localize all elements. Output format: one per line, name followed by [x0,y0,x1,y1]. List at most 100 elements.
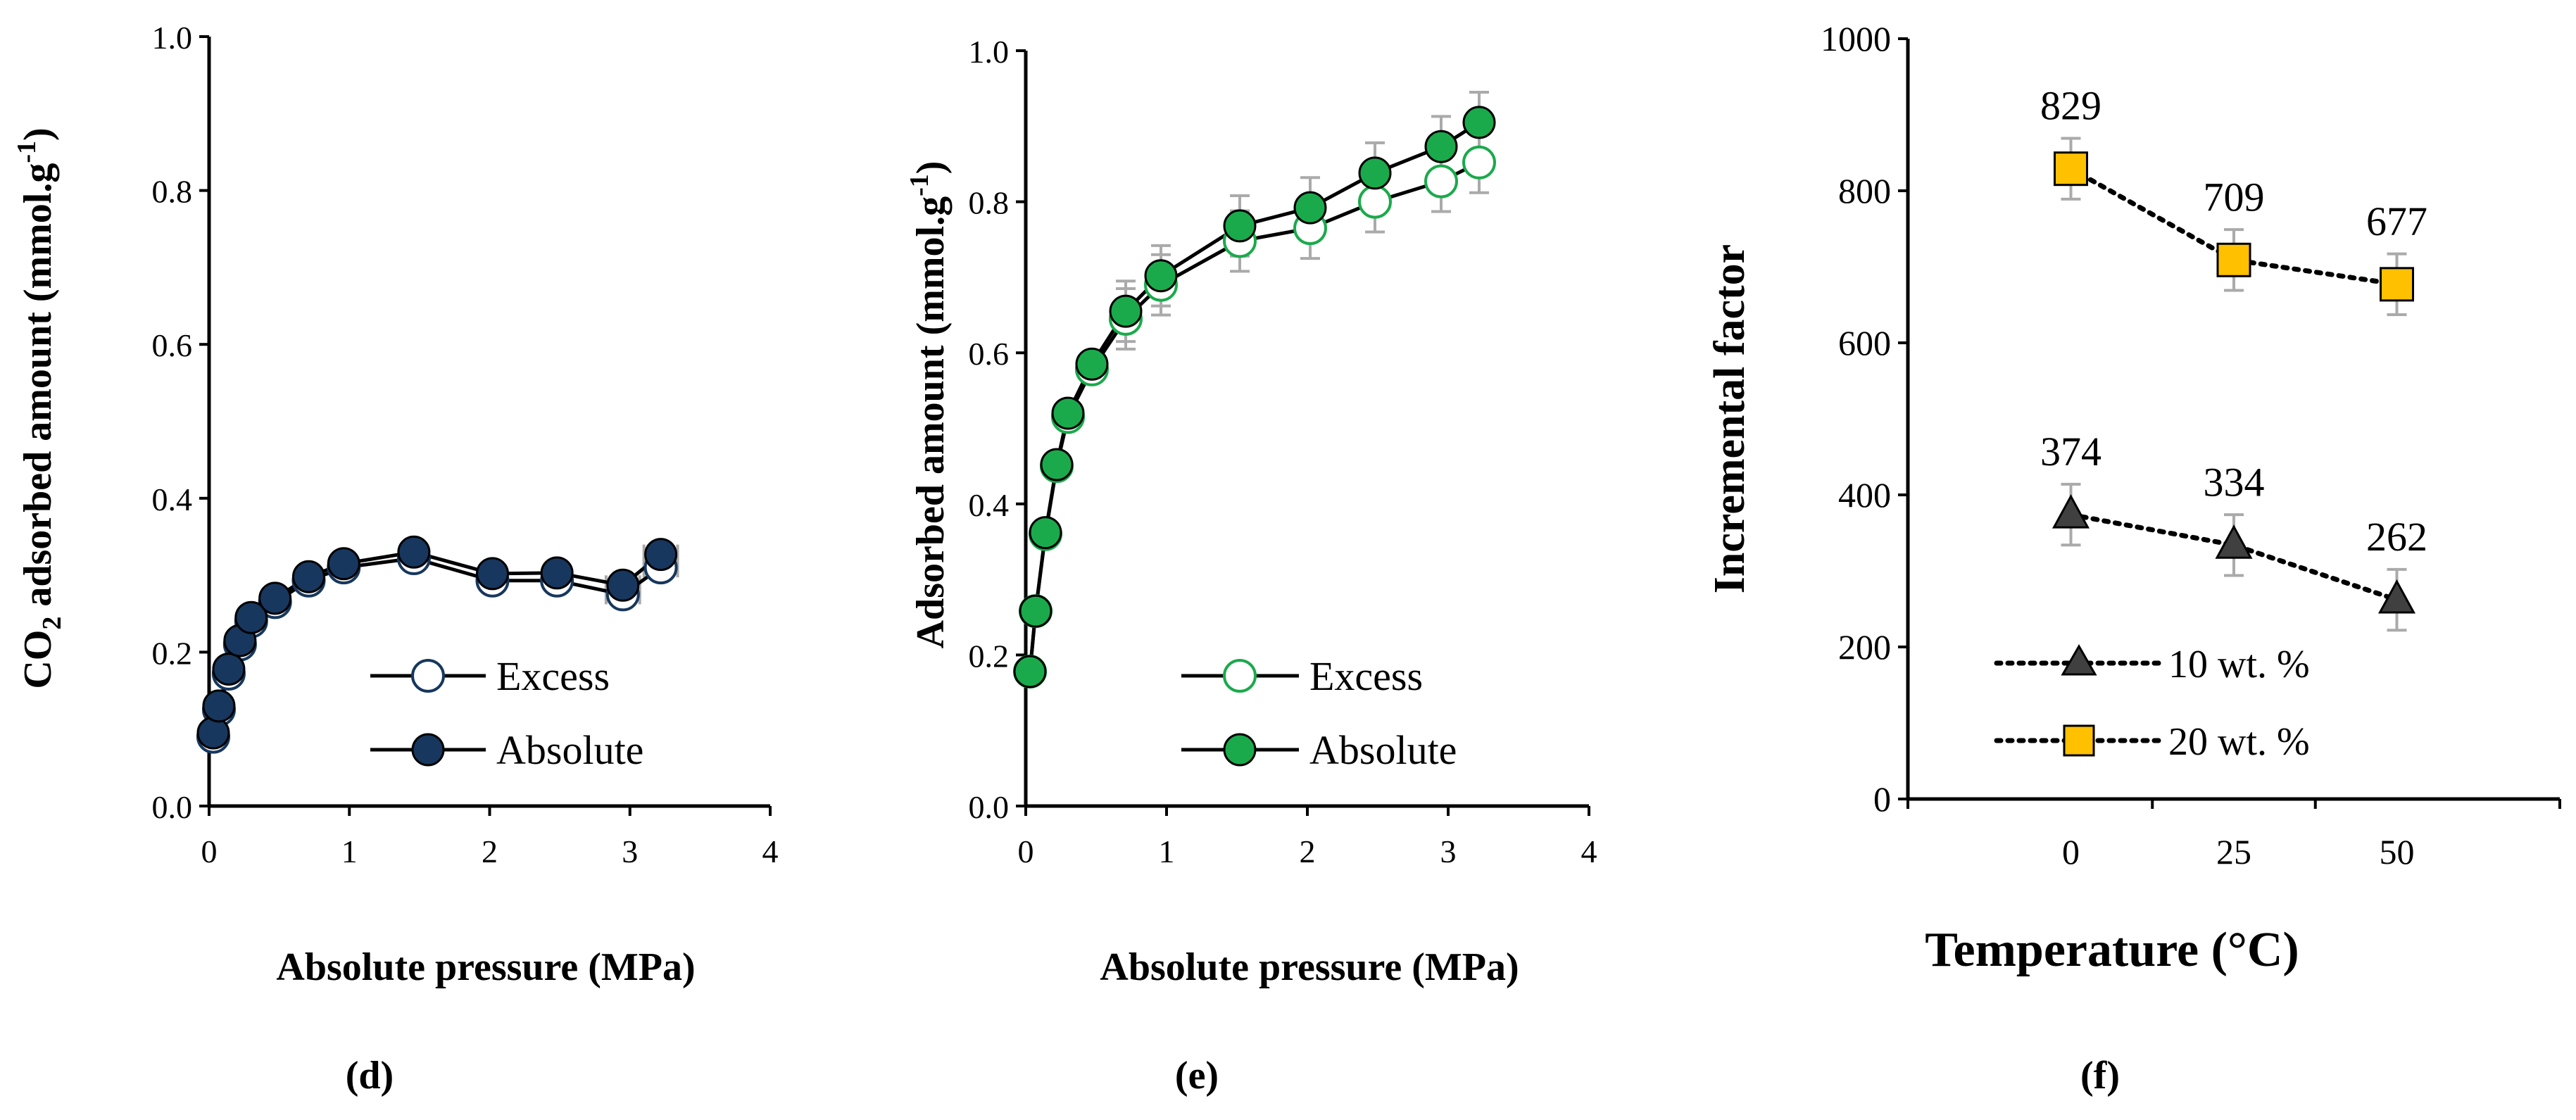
data-point-filled-circle [1109,294,1143,328]
legend-label: 10 wt. % [2168,643,2310,686]
y-tick-label: 0.2 [969,638,1010,674]
y-tick-label: 0.6 [152,327,193,363]
legend: 10 wt. % 20 wt. % [1994,643,2310,764]
y-tick-label: 1.0 [152,20,193,56]
data-point-filled-circle [234,600,268,634]
legend-marker-open-circle [1223,659,1257,693]
legend-marker-filled-circle [1223,733,1257,767]
legend-label: Excess [496,653,610,699]
data-point-filled-circle [196,716,230,750]
data-point-filled-circle [397,535,431,569]
legend: Excess Absolute [370,653,643,773]
data-point-filled-circle [202,689,236,723]
data-label: 709 [2204,174,2265,220]
chart-panel-f: 0 200 400 600 800 1000 0 25 50 374 334 262 829 709 677… [1706,19,2561,1097]
data-point-filled-circle [327,547,360,581]
y-tick-label: 0.2 [152,635,193,671]
legend-marker-open-circle [411,659,445,693]
legend-label: 20 wt. % [2168,720,2310,764]
data-point-filled-circle [1013,655,1047,688]
data-points [1013,106,1496,689]
legend: Excess Absolute [1181,653,1457,773]
plot-area: 0 200 400 600 800 1000 0 25 50 374 334 262 829 709 677 [1821,19,2561,872]
x-tick-label: 1 [341,833,358,869]
series-line-10-wt- [2068,512,2399,603]
panel-label: (f) [2080,1054,2120,1097]
y-tick-label: 1000 [1821,19,1891,58]
data-point-open-circle [1358,184,1392,219]
y-axis-title: Adsorbed amount (mmol.g-1) [905,161,953,649]
data-point-filled-circle [644,538,678,572]
y-axis-title: Incremental factor [1706,244,1754,593]
y-tick-label: 1.0 [969,34,1010,70]
data-points: 374 334 262 829 709 677 [2040,83,2427,614]
data-point-filled-circle [540,556,574,590]
data-point-filled-circle [212,652,246,686]
panel-label: (e) [1175,1054,1219,1097]
plot-area: 0.0 0.2 0.4 0.6 0.8 1.0 0 1 2 3 4 [152,20,779,869]
data-label: 334 [2204,459,2265,505]
data-point-filled-circle [1019,594,1053,628]
y-tick-label: 0.4 [969,487,1010,523]
y-tick-label: 0 [1873,779,1891,819]
legend-item-20wt: 20 wt. % [1994,720,2310,764]
legend-marker-square [2063,724,2095,757]
x-tick-label: 50 [2380,832,2415,872]
data-point-triangle [2052,493,2090,529]
data-label: 374 [2040,429,2101,474]
data-point-filled-circle [475,557,509,591]
y-tick-label: 800 [1838,171,1891,210]
data-label: 677 [2366,199,2427,244]
data-point-filled-circle [1358,156,1392,190]
data-point-filled-circle [1075,347,1109,381]
chart-panel-d: 0.0 0.2 0.4 0.6 0.8 1.0 0 1 2 3 4 CO2 adsorbed amo… [12,20,779,1097]
x-axis-title: Absolute pressure (MPa) [276,945,695,989]
series-line-absolute [211,550,662,734]
data-point-filled-circle [1424,130,1458,163]
x-tick-label: 1 [1159,833,1175,869]
x-tick-label: 4 [762,833,779,869]
data-point-square [2054,151,2088,187]
x-tick-label: 3 [1440,833,1457,869]
x-tick-label: 0 [1018,833,1034,869]
x-tick-label: 3 [622,833,638,869]
y-tick-label: 0.8 [152,174,193,210]
data-label: 829 [2040,83,2101,129]
series-lines [1028,120,1481,672]
data-point-filled-circle [606,568,640,602]
y-tick-label: 0.0 [152,789,193,825]
data-point-filled-circle [1462,106,1496,139]
y-tick-label: 0.0 [969,789,1010,825]
data-point-filled-circle [1223,209,1257,243]
legend-item-absolute: Absolute [1181,727,1457,773]
legend-item-10wt: 10 wt. % [1994,643,2310,686]
legend-item-excess: Excess [370,653,610,699]
y-axis-title: CO2 adsorbed amount (mmol.g-1) [12,127,67,688]
x-tick-label: 0 [2062,832,2080,872]
y-tick-label: 0.6 [969,336,1010,372]
legend-item-excess: Excess [1181,653,1423,699]
x-axis-title: Absolute pressure (MPa) [1100,945,1519,989]
y-tick-label: 0.4 [152,482,193,517]
data-label: 262 [2366,514,2427,560]
data-point-open-circle [1462,145,1496,180]
x-tick-label: 0 [201,833,218,869]
x-axis-title: Temperature (°C) [1925,923,2299,977]
data-point-filled-circle [1029,516,1062,550]
data-point-filled-circle [1293,191,1327,225]
legend-marker-triangle [2061,643,2097,676]
chart-panel-e: 0.0 0.2 0.4 0.6 0.8 1.0 0 1 2 3 4 Adsorbed amount … [905,34,1597,1097]
y-tick-label: 600 [1838,323,1891,363]
data-point-filled-circle [1040,448,1074,482]
y-tick-label: 400 [1838,475,1891,515]
panel-label: (d) [346,1054,394,1097]
data-point-filled-circle [1051,396,1085,430]
data-point-filled-circle [1144,259,1178,293]
legend-label: Absolute [1309,727,1457,773]
series-lines [211,550,662,738]
data-point-square [2380,267,2414,302]
legend-label: Excess [1309,653,1423,699]
plot-area: 0.0 0.2 0.4 0.6 0.8 1.0 0 1 2 3 4 [969,34,1597,869]
series-line-absolute [1028,120,1481,672]
